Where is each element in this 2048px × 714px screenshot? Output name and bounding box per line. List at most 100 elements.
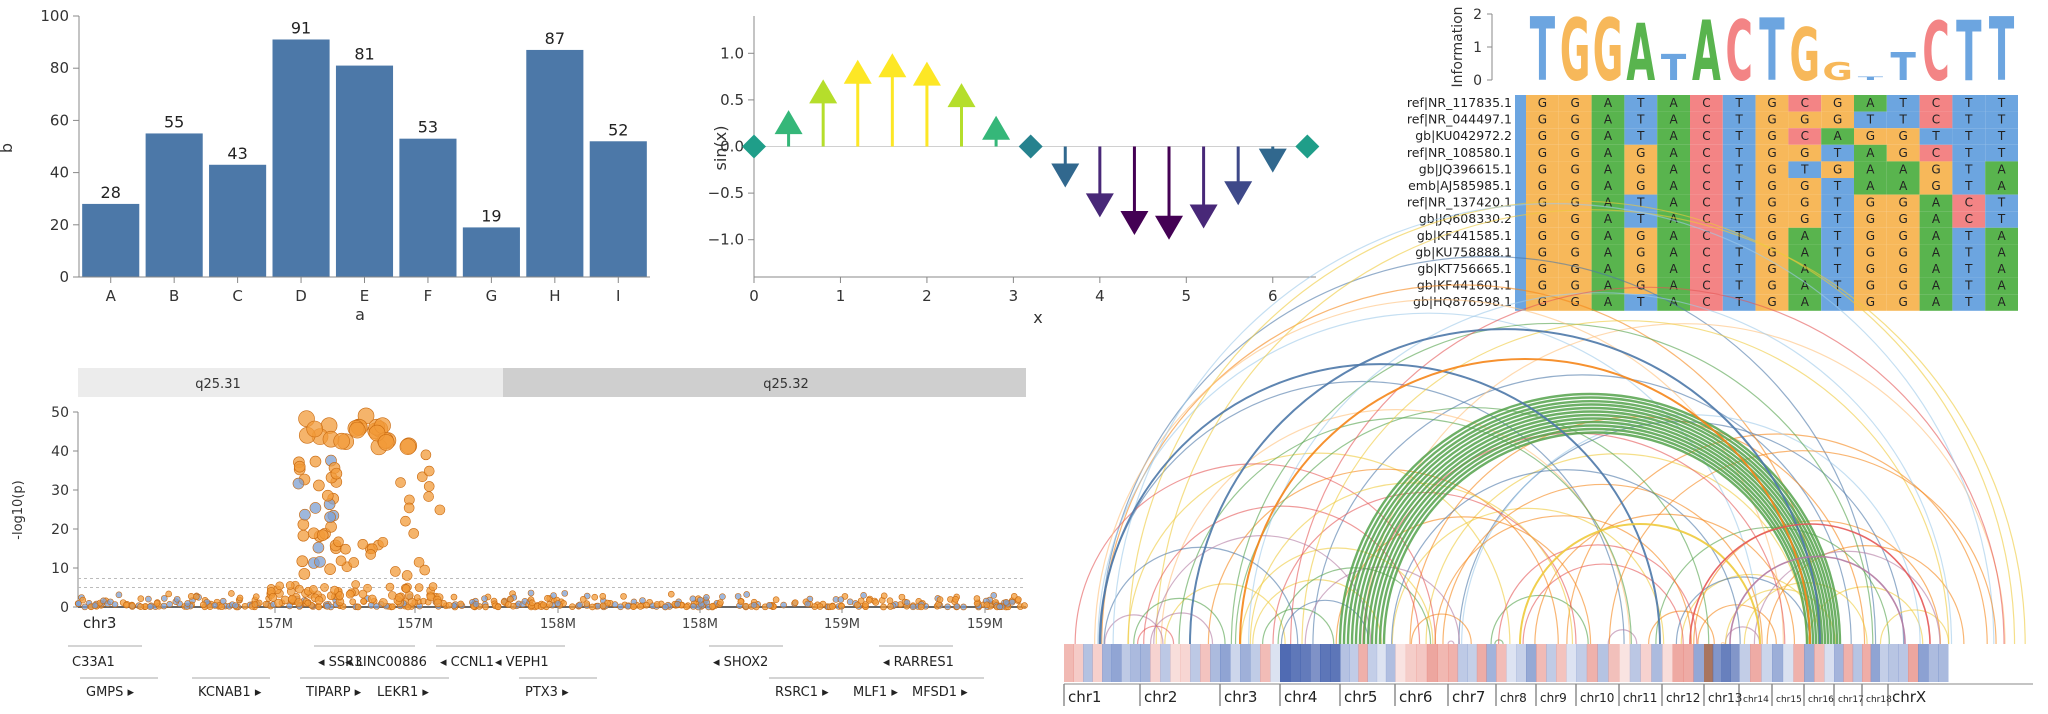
alignment-base: G <box>1767 96 1776 110</box>
alignment-cell <box>1985 211 2018 228</box>
genome-bin <box>1486 644 1497 682</box>
genome-bin <box>1405 644 1417 682</box>
alignment-base: C <box>1702 113 1710 127</box>
association-point <box>903 599 911 606</box>
arc-link <box>1675 576 1811 645</box>
alignment-cell <box>1526 211 1559 228</box>
alignment-row-label: ref|NR_117835.1 <box>1407 95 1512 110</box>
association-point <box>408 528 420 539</box>
genomic-x-axis: 157M 157M 158M 158M 159M 159M <box>257 607 1003 632</box>
alignment-cell <box>1690 111 1723 129</box>
alignment-base: G <box>1866 245 1875 259</box>
association-point <box>696 596 704 604</box>
association-point <box>599 602 607 610</box>
alignment-base: G <box>1571 229 1580 243</box>
alignment-row-label: emb|AJ585985.1 <box>1408 178 1512 193</box>
stem-y-tick-label: 1.0 <box>720 44 744 62</box>
genome-bin <box>1712 644 1722 682</box>
association-point <box>472 600 480 608</box>
association-point <box>314 596 324 605</box>
association-point <box>389 603 396 610</box>
chromosome-label: chr15 <box>1776 695 1802 705</box>
alignment-cell <box>1985 261 2018 278</box>
genome-bin <box>1576 644 1588 682</box>
genome-bin <box>1721 644 1731 682</box>
alignment-base: G <box>1571 96 1580 110</box>
alignment-base: T <box>1964 262 1973 276</box>
association-point <box>403 502 415 514</box>
genomic-x-tick-label: 158M <box>540 617 576 632</box>
genome-bin <box>1496 644 1507 682</box>
alignment-base: G <box>1538 129 1547 143</box>
alignment-base: A <box>1932 295 1941 309</box>
alignment-cell <box>1657 111 1690 129</box>
association-points <box>74 407 1028 611</box>
alignment-base: A <box>1899 179 1908 193</box>
alignment-base: G <box>1767 196 1776 210</box>
gene-label: GMPS ▸ <box>86 685 135 700</box>
alignment-base: G <box>1767 113 1776 127</box>
alignment-base: G <box>1571 245 1580 259</box>
alignment-base: C <box>1702 229 1710 243</box>
association-point <box>363 583 372 593</box>
alignment-cell <box>1558 111 1592 129</box>
alignment-cell <box>1558 161 1592 178</box>
genome-bin <box>1928 644 1939 682</box>
genome-bin <box>1536 644 1547 682</box>
association-point <box>160 595 168 602</box>
alignment-base: T <box>1735 262 1744 276</box>
alignment-base: T <box>1735 212 1744 226</box>
alignment-base: T <box>1964 179 1973 193</box>
alignment-grid: ref|NR_117835.1 G G A T A C T G C G A T C T Tref|NR_044… <box>1407 95 2018 311</box>
alignment-base: G <box>1899 212 1908 226</box>
alignment-cell <box>1821 261 1854 278</box>
genome-bin <box>1111 644 1122 682</box>
association-y-tick-label: 40 <box>51 444 69 460</box>
association-point <box>232 602 239 609</box>
arc-link <box>1189 328 1821 645</box>
arc-link <box>1689 523 1931 645</box>
association-point <box>860 592 867 599</box>
arc-link <box>1879 609 1950 645</box>
alignment-base: A <box>1669 212 1678 226</box>
bar-y-tick-label: 60 <box>50 111 69 129</box>
alignment-cell <box>1526 194 1559 212</box>
association-point <box>348 557 360 568</box>
arc-link <box>1338 392 1842 645</box>
alignment-cell <box>1788 261 1822 278</box>
genome-bin <box>1416 644 1428 682</box>
alignment-cell <box>1952 277 1986 295</box>
association-point <box>743 591 750 598</box>
alignment-cell <box>1886 144 1920 162</box>
chromosome-label: chr4 <box>1284 688 1317 706</box>
association-point <box>872 599 880 606</box>
alignment-base: A <box>1801 279 1810 293</box>
association-point <box>419 564 431 576</box>
association-point <box>413 594 421 601</box>
association-point <box>211 602 219 609</box>
association-point <box>394 593 404 602</box>
arc-link <box>1366 417 1821 645</box>
bar-value-label: 55 <box>164 112 184 131</box>
alignment-cell <box>1690 161 1723 178</box>
association-point <box>123 601 130 609</box>
genome-bin <box>1476 644 1487 682</box>
alignment-base: G <box>1538 113 1547 127</box>
arc-link <box>1391 507 1665 645</box>
stem-x-tick-label: 3 <box>1009 287 1019 305</box>
arc-links <box>1075 201 2025 644</box>
genome-bin <box>1843 644 1854 682</box>
alignment-base: C <box>1702 245 1710 259</box>
alignment-base: G <box>1636 245 1645 259</box>
chromosome-label: chrX <box>1892 688 1926 706</box>
alignment-cell <box>1821 194 1854 212</box>
alignment-cell <box>1755 227 1789 245</box>
genome-bin <box>1083 644 1093 682</box>
alignment-cell <box>1722 161 1756 178</box>
alignment-cell <box>1886 194 1920 212</box>
bar-value-label: 91 <box>291 18 311 37</box>
association-point <box>583 600 591 607</box>
alignment-base: G <box>1767 162 1776 176</box>
association-point <box>505 601 512 608</box>
genome-bin <box>1879 644 1889 682</box>
